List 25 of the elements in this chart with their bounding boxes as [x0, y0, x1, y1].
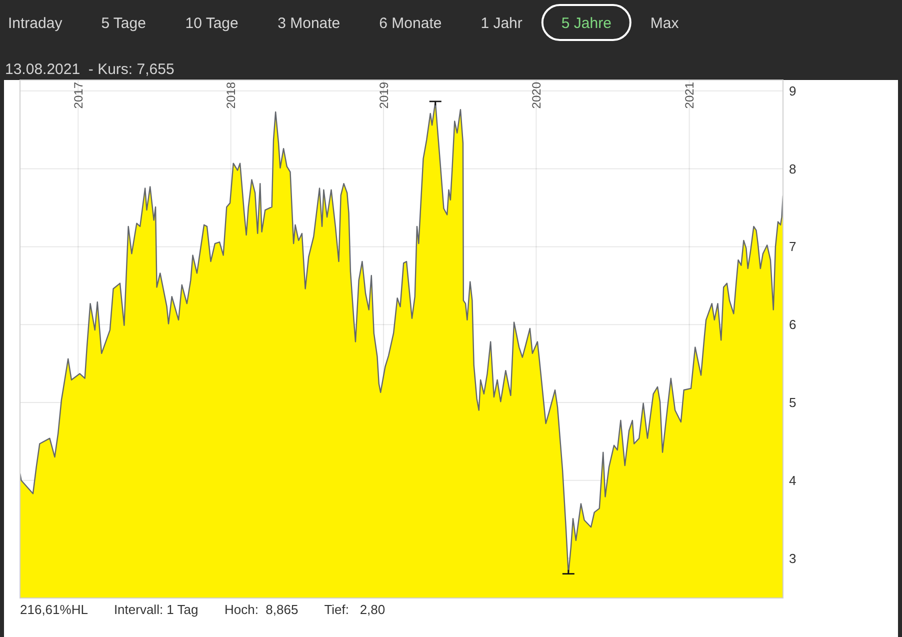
x-tick-label: 2021: [682, 82, 697, 109]
y-tick-label: 9: [789, 83, 796, 98]
category-label: 10 Tage: [185, 15, 238, 32]
category-label: 1 Jahr: [480, 15, 522, 32]
category-label: Intraday: [8, 15, 63, 32]
x-tick-label: 2020: [529, 82, 544, 109]
y-tick-label: 8: [789, 161, 796, 176]
category-label: Max: [650, 15, 680, 32]
text: Tief: 2,80: [324, 602, 386, 617]
x-tick-label: 2018: [224, 82, 238, 109]
category-label: 3 Monate: [278, 15, 340, 32]
chart-title: 13.08.2021 - Kurs: 7,655: [5, 61, 174, 78]
text: Hoch: 8,865: [224, 602, 298, 617]
text: 216,61%HL: [20, 602, 88, 617]
y-tick-label: 6: [789, 317, 796, 332]
category-label: 5 Jahre: [561, 15, 612, 32]
y-tick-label: 3: [789, 550, 796, 566]
x-tick-label: 2017: [71, 82, 86, 109]
text: Intervall: 1 Tag: [114, 602, 198, 617]
category-label: 5 Tage: [101, 15, 146, 32]
y-tick-label: 5: [789, 395, 796, 410]
x-tick-label: 2019: [376, 82, 391, 109]
category-label: 6 Monate: [379, 15, 442, 32]
y-tick-label: 4: [789, 472, 796, 488]
y-tick-label: 7: [789, 239, 796, 254]
